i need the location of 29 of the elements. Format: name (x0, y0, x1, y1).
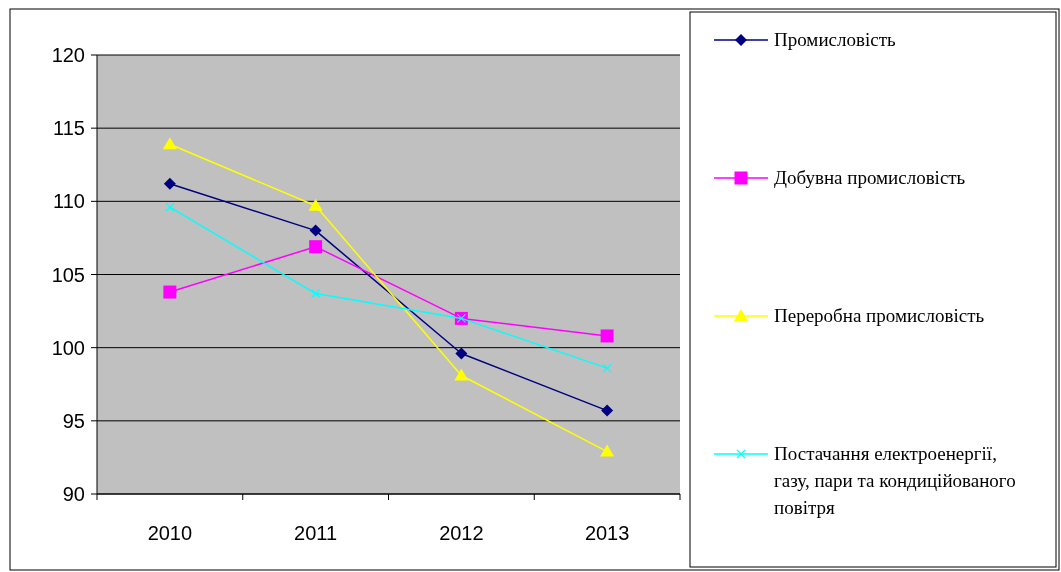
point (308, 198, 323, 211)
y-tick-label: 110 (53, 190, 85, 213)
legend-label: Переробна промисловість (774, 305, 985, 326)
x-tick-label: 2013 (584, 522, 630, 544)
point (311, 288, 321, 299)
point (600, 444, 615, 457)
point (309, 240, 323, 254)
point (165, 202, 175, 212)
y-tick-label: 100 (51, 336, 85, 359)
x-tick-label: 2010 (147, 522, 193, 544)
point (309, 224, 322, 237)
point (600, 329, 614, 343)
point (602, 363, 612, 373)
point (454, 368, 469, 381)
point (163, 177, 176, 190)
x-tick-label: 2012 (439, 522, 484, 544)
x-tick-label: 2011 (294, 522, 338, 544)
y-tick-label: 95 (62, 409, 85, 432)
point (162, 137, 177, 150)
point (601, 404, 614, 417)
legend-label: Промисловість (774, 29, 896, 50)
y-tick-label: 120 (51, 44, 85, 66)
y-tick-label: 115 (53, 117, 85, 140)
legend-label: Постачання електроенергії, газу, пари та кондиційованого повітря (774, 443, 1016, 518)
point (163, 285, 177, 299)
point (455, 347, 468, 360)
legend-label: Добувна промисловість (774, 167, 966, 188)
y-tick-label: 90 (62, 483, 85, 505)
y-tick-label: 105 (51, 263, 85, 286)
